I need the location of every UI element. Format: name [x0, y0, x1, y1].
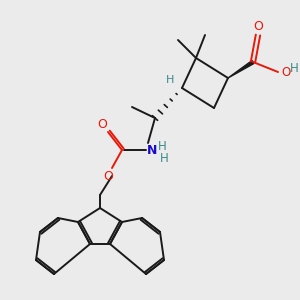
Text: O: O — [97, 118, 107, 130]
Text: H: H — [158, 140, 166, 154]
Text: N: N — [147, 143, 157, 157]
Text: O: O — [103, 169, 113, 182]
Text: H: H — [166, 75, 174, 85]
Text: O: O — [281, 65, 291, 79]
Polygon shape — [228, 61, 254, 78]
Text: H: H — [290, 61, 298, 74]
Text: O: O — [253, 20, 263, 34]
Text: H: H — [160, 152, 168, 164]
